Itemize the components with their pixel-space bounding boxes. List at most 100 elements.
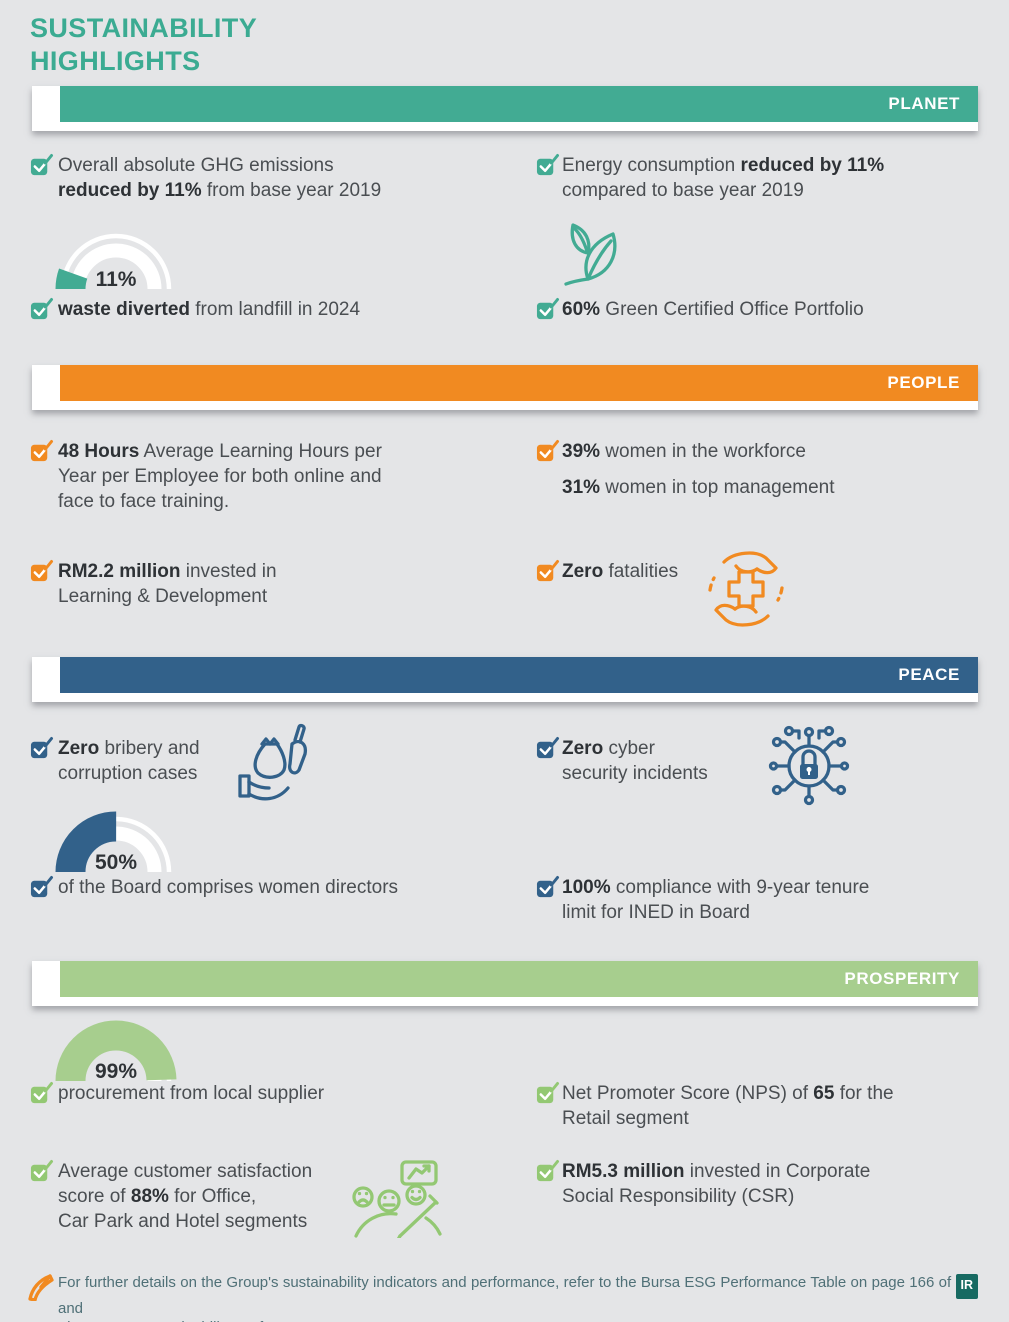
- safety-hands-cross-icon: [708, 551, 784, 627]
- item-line: RM2.2 million invested in: [58, 561, 277, 582]
- planet-item-ghg: Overall absolute GHG emissions reduced b…: [30, 153, 430, 203]
- peace-banner-label: PEACE: [898, 665, 960, 684]
- board-women-gauge: 50%: [53, 810, 179, 874]
- item-text: waste diverted from landfill in 2024: [58, 297, 490, 322]
- prosperity-banner-bar: PROSPERITY: [60, 961, 978, 997]
- gauge-value: 11%: [95, 268, 137, 291]
- item-text: 39% women in the workforce: [562, 439, 956, 464]
- prosperity-item-local-supplier: procurement from local supplier: [30, 1081, 450, 1106]
- item-line: Retail segment: [562, 1108, 689, 1129]
- item-text: Zero bribery and corruption cases: [58, 736, 240, 786]
- cyber-security-lock-icon: [768, 725, 850, 806]
- page-title-line1: SUSTAINABILITY: [30, 13, 258, 43]
- leaf-icon: [564, 223, 617, 286]
- planet-banner-label: PLANET: [888, 94, 960, 113]
- item-line: waste diverted from landfill in 2024: [58, 299, 361, 320]
- item-text: RM5.3 million invested in Corporate Soci…: [562, 1159, 936, 1209]
- checkbox-icon: [30, 298, 53, 320]
- item-line: limit for INED in Board: [562, 902, 750, 923]
- checkbox-icon: [30, 440, 53, 462]
- people-item-women-workforce: 39% women in the workforce: [536, 439, 956, 464]
- checkbox-icon: [30, 560, 53, 582]
- item-line: Year per Employee for both online and: [58, 466, 382, 487]
- checkbox-icon: [536, 440, 559, 462]
- peace-banner: PEACE: [32, 657, 978, 702]
- item-line: Average customer satisfaction: [58, 1161, 313, 1182]
- planet-item-energy: Energy consumption reduced by 11% compar…: [536, 153, 956, 203]
- checkbox-icon: [536, 1082, 559, 1104]
- people-item-learning-development: RM2.2 million invested in Learning & Dev…: [30, 559, 350, 609]
- item-line: reduced by 11% from base year 2019: [58, 180, 382, 201]
- item-text: Overall absolute GHG emissions reduced b…: [58, 153, 430, 203]
- prosperity-item-csat: Average customer satisfaction score of 8…: [30, 1159, 360, 1234]
- waste-diverted-gauge: 11%: [53, 227, 179, 291]
- page-title: SUSTAINABILITY HIGHLIGHTS: [30, 12, 257, 78]
- item-line: Zero cyber: [562, 738, 655, 759]
- checkbox-icon: [30, 876, 53, 898]
- anti-bribery-hand-icon: [238, 723, 307, 801]
- item-line: 48 Hours Average Learning Hours per: [58, 441, 382, 462]
- gauge-value: 50%: [94, 851, 138, 874]
- item-line: Social Responsibility (CSR): [562, 1186, 795, 1207]
- checkbox-icon: [536, 1160, 559, 1182]
- item-text: Energy consumption reduced by 11% compar…: [562, 153, 956, 203]
- peace-item-bribery: Zero bribery and corruption cases: [30, 736, 240, 786]
- item-line: face to face training.: [58, 491, 230, 512]
- item-line: corruption cases: [58, 763, 198, 784]
- item-line: Zero bribery and: [58, 738, 200, 759]
- prosperity-banner: PROSPERITY: [32, 961, 978, 1006]
- checkbox-icon: [30, 737, 53, 759]
- item-line: 31% women in top management: [562, 477, 835, 498]
- people-item-learning: 48 Hours Average Learning Hours per Year…: [30, 439, 430, 514]
- footer-note: For further details on the Group's susta…: [58, 1273, 978, 1322]
- item-text: procurement from local supplier: [58, 1081, 450, 1106]
- item-line: RM5.3 million invested in Corporate: [562, 1161, 871, 1182]
- item-line: Energy consumption reduced by 11%: [562, 155, 885, 176]
- checkbox-icon: [30, 154, 53, 176]
- item-text: Average customer satisfaction score of 8…: [58, 1159, 360, 1234]
- item-text: RM2.2 million invested in Learning & Dev…: [58, 559, 350, 609]
- planet-banner-bar: PLANET: [60, 86, 978, 122]
- checkbox-icon: [536, 560, 559, 582]
- ir-badge: IR: [955, 1274, 978, 1299]
- footer-line2: Three Years Sustainability Performance D…: [58, 1318, 978, 1322]
- item-line: 60% Green Certified Office Portfolio: [562, 299, 864, 320]
- item-text: 48 Hours Average Learning Hours per Year…: [58, 439, 430, 514]
- peace-item-cyber: Zero cyber security incidents: [536, 736, 736, 786]
- planet-banner: PLANET: [32, 86, 978, 131]
- item-line: compared to base year 2019: [562, 180, 804, 201]
- checkbox-icon: [30, 1160, 53, 1182]
- people-item-women-management: 31% women in top management: [536, 475, 956, 500]
- customer-satisfaction-faces-icon: [352, 1160, 442, 1238]
- item-line: score of 88% for Office,: [58, 1186, 257, 1207]
- people-banner-bar: PEOPLE: [60, 365, 978, 401]
- item-line: security incidents: [562, 763, 708, 784]
- people-banner-label: PEOPLE: [887, 373, 960, 392]
- item-line: Overall absolute GHG emissions: [58, 155, 334, 176]
- people-item-zero-fatalities: Zero fatalities: [536, 559, 736, 584]
- prosperity-item-nps: Net Promoter Score (NPS) of 65 for the R…: [536, 1081, 956, 1131]
- checkbox-icon: [536, 737, 559, 759]
- item-text: 60% Green Certified Office Portfolio: [562, 297, 976, 322]
- prosperity-item-csr: RM5.3 million invested in Corporate Soci…: [536, 1159, 936, 1209]
- checkbox-icon: [536, 298, 559, 320]
- peace-banner-bar: PEACE: [60, 657, 978, 693]
- footer-line1: For further details on the Group's susta…: [58, 1273, 978, 1318]
- prosperity-banner-label: PROSPERITY: [844, 969, 960, 988]
- item-text: Zero fatalities: [562, 559, 736, 584]
- item-line: Net Promoter Score (NPS) of 65 for the: [562, 1083, 894, 1104]
- item-text: 100% compliance with 9-year tenure limit…: [562, 875, 956, 925]
- page-title-line2: HIGHLIGHTS: [30, 46, 201, 76]
- local-procurement-gauge: 99%: [53, 1019, 179, 1083]
- item-line: Zero fatalities: [562, 561, 679, 582]
- gauge-value: 99%: [94, 1060, 138, 1083]
- planet-item-green-office: 60% Green Certified Office Portfolio: [536, 297, 976, 322]
- item-line: of the Board comprises women directors: [58, 877, 399, 898]
- checkbox-icon: [536, 154, 559, 176]
- planet-item-waste: waste diverted from landfill in 2024: [30, 297, 490, 322]
- peace-item-board-women: of the Board comprises women directors: [30, 875, 500, 900]
- item-text: 31% women in top management: [562, 475, 956, 500]
- item-text: of the Board comprises women directors: [58, 875, 500, 900]
- item-line: Car Park and Hotel segments: [58, 1211, 308, 1232]
